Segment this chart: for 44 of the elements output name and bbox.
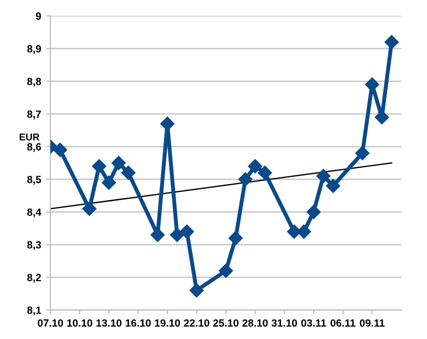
y-tick-label: 8,6 [27,143,41,152]
y-tick-label: 8,5 [27,176,42,185]
y-tick-label: 8,7 [27,110,41,120]
point [306,204,321,220]
point [228,231,243,246]
point [258,166,272,180]
x-tick-label: 28.10 [242,319,268,327]
point [384,34,399,50]
x-tick-label: 19.10 [155,319,180,327]
x-tick-label: 31.10 [272,319,297,327]
point [355,146,370,160]
x-tick-label: 22.10 [184,319,210,327]
point [248,159,262,174]
x-tick-label: 10.10 [67,319,92,327]
y-tick-label: 8,3 [27,241,41,250]
point [102,176,116,190]
x-tick-label: 09.11 [360,319,385,327]
y-tick-label: 8,9 [27,45,41,54]
y-tick-label: 8,2 [27,274,41,283]
x-tick-label: 07.10 [38,319,63,327]
x-tick-label: 25.10 [213,319,238,327]
point [53,142,68,157]
point [150,228,165,242]
point [121,166,136,180]
point [218,264,233,278]
y-tick-label: 9 [36,12,41,20]
point [180,224,194,239]
point [326,178,340,193]
y-axis-title: EUR [20,134,40,140]
y-tick-label: 8,8 [27,78,42,87]
x-tick-label: 03.11 [301,319,326,327]
point [82,202,96,216]
point [92,159,106,174]
y-tick-label: 8,4 [27,208,42,218]
point [190,283,204,298]
point [170,228,184,242]
point [316,168,330,184]
point [238,172,252,186]
x-tick-label: 16.10 [126,319,151,327]
point [160,116,174,131]
point [112,156,126,170]
x-tick-label: 06.11 [330,319,356,327]
x-tick-label: 13.10 [96,319,122,327]
y-tick-label: 8,1 [27,306,42,316]
